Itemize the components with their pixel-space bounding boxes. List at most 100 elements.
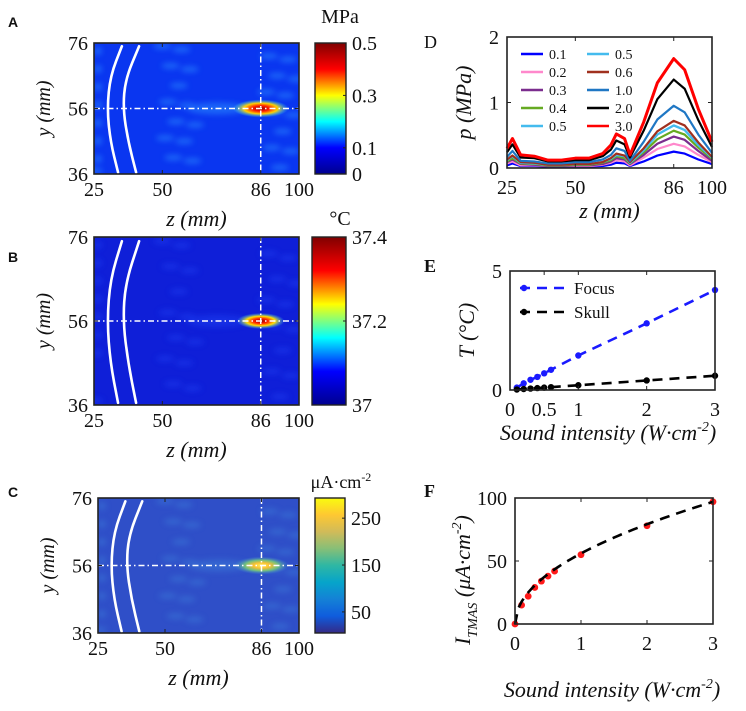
ripple xyxy=(186,339,205,345)
panel-label: C xyxy=(8,484,18,500)
ripple xyxy=(259,53,278,60)
ripple xyxy=(257,297,276,303)
ripple xyxy=(98,592,106,600)
x-axis-label: z (mm) xyxy=(578,198,640,223)
x-tick-label: 50 xyxy=(152,410,172,432)
y-axis-label-part: TMAS xyxy=(466,603,481,638)
ripple xyxy=(94,137,102,145)
ripple xyxy=(164,381,183,387)
x-tick-label: 86 xyxy=(251,638,271,660)
ripple xyxy=(284,569,299,576)
ripple xyxy=(284,112,299,119)
data-point xyxy=(575,352,582,359)
ripple xyxy=(174,501,193,508)
ripple xyxy=(161,62,180,69)
beam xyxy=(188,559,249,572)
ripple xyxy=(94,259,102,267)
ripple xyxy=(279,511,298,518)
ripple xyxy=(262,368,281,375)
y-tick-label: 50 xyxy=(487,551,507,573)
x-tick-label: 25 xyxy=(84,410,104,432)
ripple xyxy=(175,138,194,145)
skull-outline xyxy=(122,44,141,174)
colorbar xyxy=(314,42,347,175)
ripple xyxy=(279,255,298,261)
colorbar-tick-label: 150 xyxy=(351,555,381,577)
ripple xyxy=(259,250,278,257)
ripple xyxy=(271,623,290,630)
ripple xyxy=(270,393,289,400)
ripple xyxy=(273,128,292,135)
ripple xyxy=(94,349,102,357)
x-tick-label: 1 xyxy=(576,633,586,655)
ripple xyxy=(167,334,185,341)
ripple xyxy=(284,326,299,333)
y-tick-label: 0 xyxy=(489,158,499,180)
heatmap-A xyxy=(94,43,299,174)
colorbar xyxy=(311,236,347,406)
ripple xyxy=(94,119,102,127)
ripple xyxy=(94,65,102,73)
legend-marker xyxy=(520,284,528,292)
skull-outline xyxy=(110,500,127,633)
x-tick-label: 100 xyxy=(284,410,314,432)
ripple xyxy=(175,360,194,366)
legend-label: 0.5 xyxy=(549,120,567,135)
axes-frame xyxy=(509,270,716,391)
ripple xyxy=(281,372,299,379)
series-line-Focus xyxy=(516,288,716,389)
ripple xyxy=(273,347,292,354)
ripple xyxy=(98,556,106,564)
ripple xyxy=(188,579,207,586)
x-axis-label: Sound intensity (W·cm-2) xyxy=(504,677,720,702)
ripple xyxy=(172,46,191,53)
y-tick-label: 1 xyxy=(489,93,499,115)
colorbar-label-main: μA·cm xyxy=(311,472,362,492)
ripple xyxy=(182,522,201,528)
ripple xyxy=(158,592,177,599)
x-axis-label-close: ) xyxy=(711,677,720,702)
ripple xyxy=(153,238,172,245)
ripple xyxy=(263,603,282,609)
ripple xyxy=(287,280,299,287)
y-axis-label: ITMAS (μA·cm-2) xyxy=(450,515,481,646)
ripple-pattern xyxy=(94,43,299,174)
y-tick-label: 36 xyxy=(68,395,88,417)
y-axis-label-part: ) xyxy=(450,515,475,524)
ripple xyxy=(98,538,106,546)
colorbar-tick-label: 250 xyxy=(351,508,381,530)
ripple xyxy=(260,508,279,515)
data-point xyxy=(527,376,534,383)
x-axis-label: z (mm) xyxy=(165,206,227,231)
data-point xyxy=(520,385,527,393)
x-tick-label: 0 xyxy=(505,399,515,421)
y-tick-label: 76 xyxy=(68,33,88,55)
series-line-3.0 xyxy=(505,57,714,162)
ripple xyxy=(172,538,191,545)
y-axis-label: y (mm) xyxy=(33,293,55,351)
colorbar-tick-label: 0 xyxy=(352,164,362,186)
fit-line xyxy=(513,500,714,625)
data-point xyxy=(524,592,532,600)
y-axis-label-part: I xyxy=(450,636,475,646)
colorbar-tick-label: 50 xyxy=(351,602,371,624)
x-tick-label: 100 xyxy=(284,179,314,201)
ripple xyxy=(164,518,183,525)
ripple xyxy=(262,144,281,151)
ripple xyxy=(177,596,196,603)
x-axis-label-sup: -2 xyxy=(697,420,709,435)
ripple xyxy=(94,241,102,249)
data-point xyxy=(643,320,650,327)
x-axis-label-sup: -2 xyxy=(701,677,713,692)
ripple xyxy=(279,56,298,63)
y-tick-label: 36 xyxy=(68,164,88,186)
x-tick-label: 25 xyxy=(88,638,108,660)
x-tick-label: 25 xyxy=(84,179,104,201)
skull-outline xyxy=(122,239,141,405)
x-axis-label: z (mm) xyxy=(165,437,227,462)
legend-label: 0.3 xyxy=(549,84,567,99)
x-axis-label: Sound intensity (W·cm-2) xyxy=(500,420,716,445)
x-tick-label: 1 xyxy=(573,399,583,421)
ripple xyxy=(180,267,199,274)
